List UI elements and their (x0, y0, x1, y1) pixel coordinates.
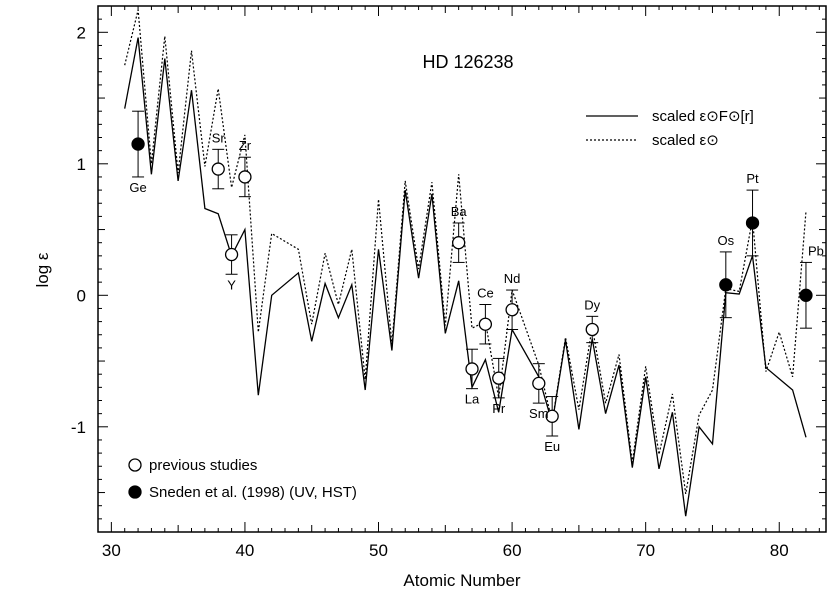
x-tick-label: 80 (770, 541, 789, 560)
element-label-pt: Pt (746, 171, 759, 186)
y-tick-label: 0 (77, 286, 86, 305)
plot-frame (97, 5, 827, 533)
element-label-nd: Nd (504, 271, 521, 286)
x-tick-label: 60 (503, 541, 522, 560)
data-point-open (478, 317, 493, 331)
element-label-zr: Zr (239, 138, 252, 153)
data-point-open (224, 247, 239, 262)
data-point-open (532, 376, 546, 391)
data-point-open (505, 303, 519, 317)
data-point-open (452, 236, 466, 250)
element-label-pb: Pb (808, 243, 824, 258)
x-tick-label: 40 (235, 541, 254, 560)
x-tick-label: 30 (102, 541, 121, 560)
data-points (131, 110, 813, 437)
legend-lines: scaled ε⊙F⊙[r] scaled ε⊙ (586, 108, 754, 149)
data-point-open (211, 162, 225, 176)
data-point-open (238, 170, 252, 184)
y-tick-label: -1 (71, 418, 86, 437)
x-tick-label: 70 (636, 541, 655, 560)
axis-ticks: 30 40 50 60 70 80 -1 0 1 2 (71, 5, 826, 560)
x-axis-label: Atomic Number (403, 571, 520, 590)
legend-markers: previous studies Sneden et al. (1998) (U… (128, 457, 357, 501)
element-label-y: Y (227, 277, 236, 292)
data-point-filled (799, 288, 813, 302)
data-point-open (465, 362, 479, 376)
element-label-la: La (465, 392, 480, 407)
data-point-filled (745, 216, 760, 230)
y-tick-label: 2 (77, 23, 86, 42)
legend-open-label: previous studies (149, 457, 257, 474)
data-point-filled (719, 278, 733, 292)
element-label-ba: Ba (451, 204, 468, 219)
legend-filled-circle (128, 485, 142, 499)
y-axis-label: log ε (33, 252, 52, 287)
legend-filled-label: Sneden et al. (1998) (UV, HST) (149, 484, 357, 501)
element-label-dy: Dy (584, 297, 600, 312)
data-point-open (585, 322, 599, 337)
y-tick-label: 1 (77, 155, 86, 174)
series-lines (124, 9, 807, 517)
element-label-os: Os (718, 233, 735, 248)
element-label-eu: Eu (544, 439, 560, 454)
data-point-open (545, 409, 559, 423)
element-labels: Ge Sr Y Zr Ba La Ce Pr Nd Sm Eu Dy Os Pt Pb (129, 130, 823, 454)
data-point-filled (131, 137, 145, 151)
element-label-sr: Sr (212, 130, 226, 145)
series-line-scaled (124, 9, 807, 495)
chart-title: HD 126238 (422, 52, 513, 72)
data-point-open (492, 371, 506, 385)
legend-solid-label: scaled ε⊙F⊙[r] (652, 108, 754, 125)
x-tick-label: 50 (369, 541, 388, 560)
element-label-ge: Ge (129, 180, 146, 195)
element-label-pr: Pr (492, 401, 506, 416)
legend-open-circle (128, 458, 142, 472)
element-label-ce: Ce (477, 286, 494, 301)
element-label-sm: Sm (529, 406, 549, 421)
legend-dotted-label: scaled ε⊙ (652, 132, 719, 149)
